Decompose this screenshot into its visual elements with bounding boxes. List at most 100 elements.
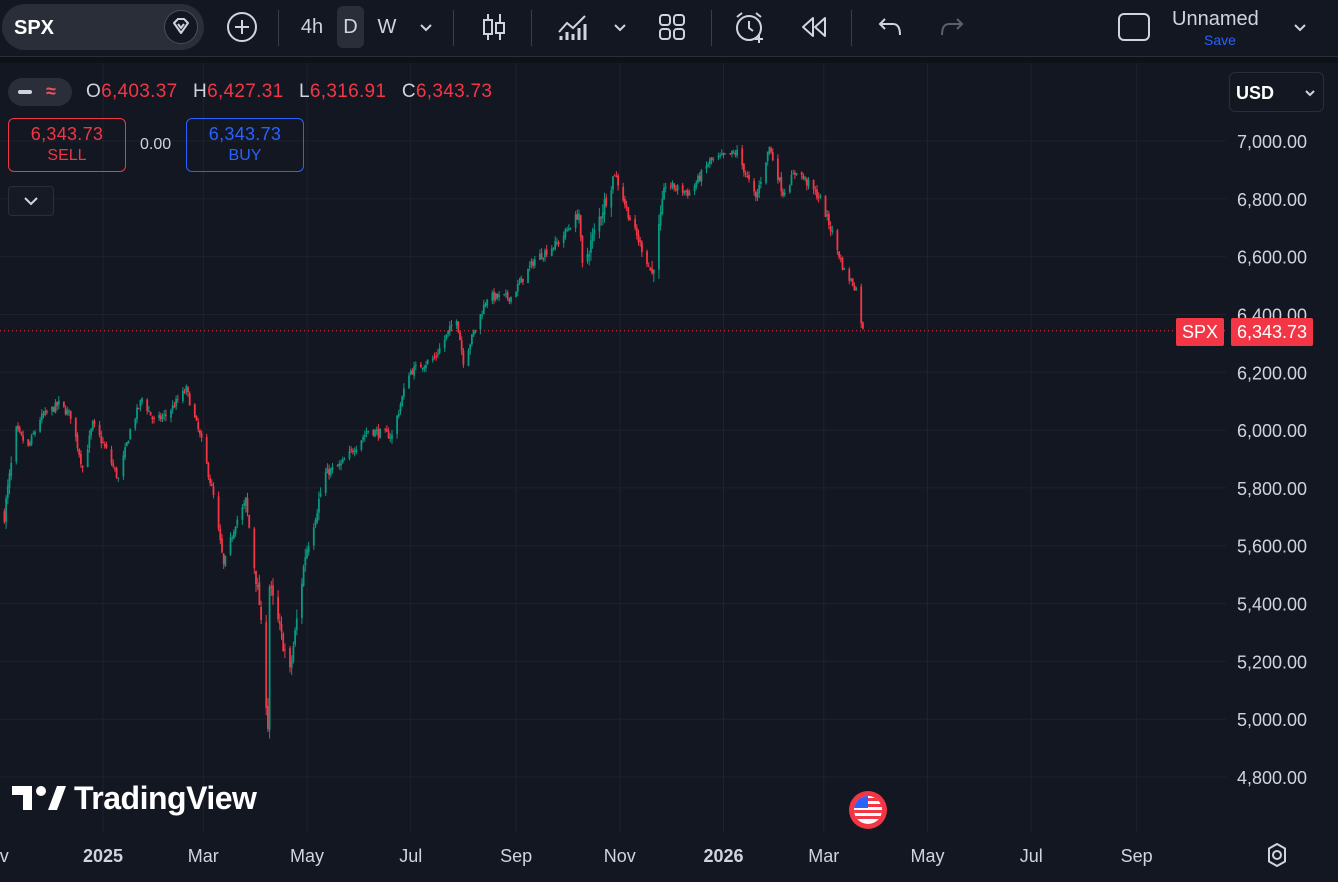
candle-body [282,633,285,652]
candle-body [588,254,591,257]
interval-d[interactable]: D [337,6,364,48]
candle-body [545,249,548,255]
candle-body [567,228,570,230]
candle-body [414,365,417,367]
save-button[interactable]: Save [1204,32,1236,48]
replay-icon[interactable] [794,6,834,48]
candle-body [10,462,13,476]
candle-body [652,269,655,274]
candle-body [695,182,698,188]
candle-body [176,399,179,401]
candle-body [843,268,846,270]
candle-body [421,367,424,369]
candle-body [486,299,489,306]
candle-body [243,503,245,506]
sell-button[interactable]: 6,343.73 SELL [8,118,126,172]
candle-body [457,321,460,332]
candle-body [165,414,167,417]
candle-body [481,314,483,316]
layout-chevron-down-icon[interactable] [1288,6,1312,48]
diamond-icon[interactable] [164,10,198,44]
candle-body [161,416,164,419]
candle-body [91,421,94,430]
candle-body [612,176,614,190]
symbol-search[interactable]: SPX [2,4,204,50]
candle-body [318,498,320,513]
indicators-chevron-down-icon[interactable] [606,6,634,48]
candle-body [600,217,602,219]
candle-body [586,253,589,262]
candle-body [256,585,259,588]
currency-select[interactable]: USD [1229,72,1324,112]
candle-body [233,531,235,539]
candle-body [193,404,196,417]
candle-body [324,472,327,494]
candle-body [693,185,696,192]
candle-body [205,436,208,464]
hide-dash-icon[interactable] [18,90,32,94]
candle-body [829,226,832,232]
tradingview-logo[interactable]: TradingView [12,780,257,816]
candle-body [187,387,189,393]
candle-body [817,197,820,199]
candle-body [348,450,351,459]
candle-body [841,257,844,270]
candle-body [103,443,106,446]
candle-body [117,477,120,479]
candle-body [17,425,19,429]
candle-body [185,386,188,392]
interval-w[interactable]: W [372,6,402,48]
candle-body [352,450,354,453]
undo-icon[interactable] [870,6,910,48]
candle-body [433,357,436,359]
price-axis: 7,000.006,800.006,600.006,400.006,200.00… [1237,132,1307,788]
candle-body [639,240,642,243]
interval-chevron-down-icon[interactable] [412,6,440,48]
layout-name[interactable]: Unnamed [1172,8,1259,30]
candle-body [246,497,249,513]
candle-body [712,158,715,160]
candle-body [122,455,125,477]
candle-body [625,205,628,208]
candle-body [280,624,283,632]
candle-body [574,214,577,228]
candle-body [445,334,448,339]
legend-collapse-button[interactable] [8,186,54,216]
indicators-icon[interactable] [552,6,592,48]
interval-4h[interactable]: 4h [292,6,332,48]
candle-body [231,537,234,540]
candle-body [277,596,279,620]
candle-body [482,304,485,315]
candle-body [624,199,626,205]
candle-body [255,570,257,585]
candle-body [673,183,676,189]
chart-panel[interactable] [0,63,1338,882]
compare-add-icon[interactable] [222,6,262,48]
wave-icon[interactable]: ≈ [46,81,56,101]
candle-body [389,437,392,439]
candle-body [766,151,769,162]
redo-icon[interactable] [932,6,972,48]
candle-body [826,214,829,216]
price-tick-label: 7,000.00 [1237,132,1307,152]
price-tick-label: 6,600.00 [1237,248,1307,268]
us-flag-event-icon[interactable] [846,790,890,830]
legend-toggle[interactable]: ≈ [8,78,72,106]
candle-body [175,399,177,407]
candle-body [710,157,713,161]
candle-body [384,429,387,431]
alert-clock-icon[interactable] [730,6,770,48]
settings-gear-icon[interactable] [1263,841,1291,869]
candle-body [3,511,6,522]
candle-body [134,419,137,429]
layout-square-icon[interactable] [1114,6,1154,48]
candles-icon[interactable] [474,6,514,48]
layout-grid-icon[interactable] [652,6,692,48]
interval-4h-label: 4h [300,15,324,38]
candle-body [229,537,232,555]
buy-button[interactable]: 6,343.73 BUY [186,118,304,172]
candle-body [768,146,771,154]
candle-body [338,463,341,466]
candle-body [350,449,353,451]
